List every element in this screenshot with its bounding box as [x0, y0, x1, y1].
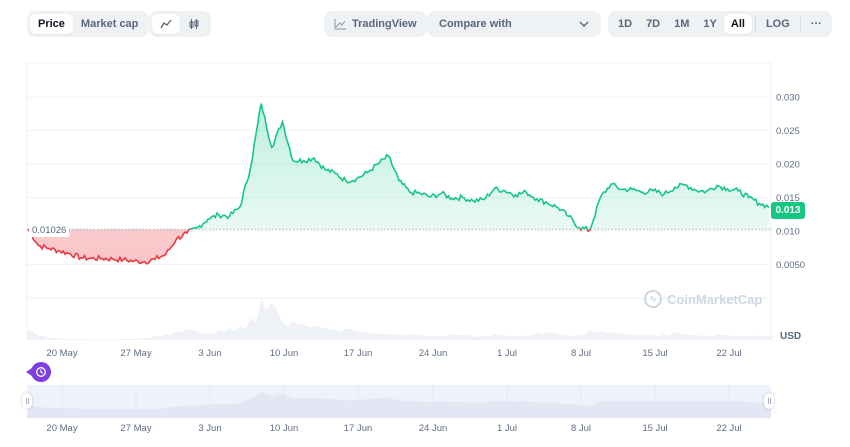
- price-line-up: [27, 103, 770, 230]
- x-tick-label: 17 Jun: [344, 348, 373, 359]
- x-tick-label: 20 May: [46, 348, 77, 359]
- navigator-area: [27, 391, 771, 418]
- tradingview-inner: TradingView: [334, 14, 417, 34]
- candlestick-icon: [189, 19, 199, 29]
- range-1y[interactable]: 1Y: [703, 18, 717, 30]
- y-tick-label: 0.025: [776, 126, 800, 137]
- time-range-selector: 1D 7D 1M 1Y All LOG ···: [608, 11, 832, 37]
- line-chart-icon: [160, 19, 172, 29]
- price-area-above-baseline: [28, 103, 769, 230]
- currency-label: USD: [780, 331, 802, 342]
- y-tick-label: 0.015: [776, 193, 800, 204]
- navigator-tick-label: 10 Jun: [270, 423, 299, 434]
- baseline-price-label: 0.01026: [29, 225, 70, 237]
- x-tick-label: 8 Jul: [571, 348, 591, 359]
- candlestick-button[interactable]: [180, 14, 208, 34]
- price-line-down: [27, 229, 592, 265]
- x-tick-label: 1 Jul: [497, 348, 517, 359]
- y-tick-label: 0.010: [776, 227, 800, 238]
- tradingview-chart-icon: [334, 18, 346, 29]
- tab-price[interactable]: Price: [30, 14, 73, 34]
- range-7d[interactable]: 7D: [646, 18, 661, 30]
- x-tick-label: 3 Jun: [198, 348, 221, 359]
- chart-type-toggle: [149, 11, 211, 37]
- more-options-button[interactable]: ···: [810, 18, 822, 30]
- navigator-tick-label: 22 Jul: [716, 423, 741, 434]
- navigator-tick-label: 20 May: [46, 423, 77, 434]
- navigator-right-handle[interactable]: [764, 393, 774, 409]
- x-tick-label: 15 Jul: [642, 348, 667, 359]
- navigator-left-handle[interactable]: [22, 393, 32, 409]
- log-scale-button[interactable]: LOG: [765, 18, 790, 30]
- y-axis-labels: 0.0050 0.010 0.015 0.020 0.025 0.030: [776, 93, 805, 272]
- navigator-x-labels: 20 May 27 May 3 Jun 10 Jun 17 Jun 24 Jun 1 Jul…: [46, 423, 741, 434]
- navigator-tick-label: 15 Jul: [642, 423, 667, 434]
- navigator-tick-label: 3 Jun: [198, 423, 221, 434]
- price-marketcap-toggle: Price Market cap: [27, 11, 150, 37]
- chart-frame: [26, 62, 772, 340]
- x-tick-label: 22 Jul: [716, 348, 741, 359]
- tradingview-button[interactable]: TradingView: [324, 11, 427, 37]
- y-tick-label: 0.0050: [776, 260, 805, 271]
- x-tick-label: 24 Jun: [419, 348, 448, 359]
- coinmarketcap-watermark: ∿ CoinMarketCap: [644, 290, 762, 308]
- y-tick-label: 0.020: [776, 160, 800, 171]
- coinmarketcap-logo-icon: ∿: [644, 290, 662, 308]
- volume-area: [27, 300, 776, 340]
- x-tick-label: 10 Jun: [270, 348, 299, 359]
- navigator-tick-label: 8 Jul: [571, 423, 591, 434]
- divider: [799, 17, 801, 31]
- range-all[interactable]: All: [723, 14, 752, 34]
- current-price-tag: 0.013: [771, 202, 805, 220]
- navigator-tick-label: 1 Jul: [497, 423, 517, 434]
- history-clock-icon: [36, 367, 46, 377]
- grid-lines: [27, 96, 771, 265]
- x-tick-label: 27 May: [120, 348, 151, 359]
- price-area-below-baseline: [28, 229, 769, 264]
- compare-with-dropdown[interactable]: Compare with: [427, 11, 601, 37]
- y-tick-label: 0.030: [776, 93, 800, 104]
- chevron-down-icon: [579, 21, 589, 27]
- navigator-tick-label: 17 Jun: [344, 423, 373, 434]
- divider: [754, 17, 756, 31]
- tab-market-cap[interactable]: Market cap: [80, 18, 139, 30]
- compare-with-label: Compare with: [439, 18, 512, 30]
- navigator-tick-label: 24 Jun: [419, 423, 448, 434]
- tradingview-label: TradingView: [352, 18, 417, 30]
- x-axis-labels: 20 May 27 May 3 Jun 10 Jun 17 Jun 24 Jun 1 Jul…: [46, 348, 741, 359]
- range-1d[interactable]: 1D: [618, 18, 633, 30]
- navigator-tick-label: 27 May: [120, 423, 151, 434]
- history-button[interactable]: [26, 362, 51, 382]
- watermark-text: CoinMarketCap: [667, 291, 763, 307]
- range-1m[interactable]: 1M: [674, 18, 690, 30]
- line-chart-button[interactable]: [152, 14, 180, 34]
